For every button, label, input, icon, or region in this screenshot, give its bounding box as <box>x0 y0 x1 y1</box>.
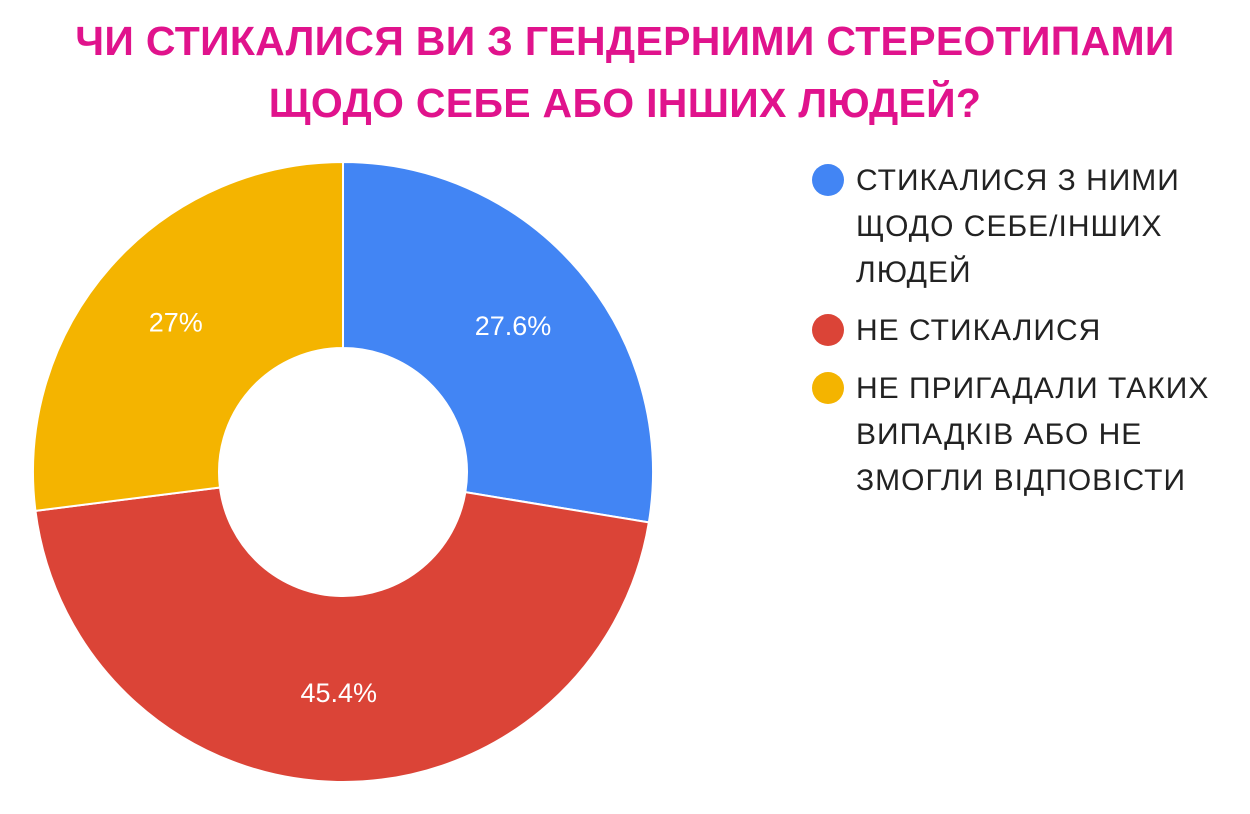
legend-swatch-blue <box>812 164 844 196</box>
legend-swatch-red <box>812 314 844 346</box>
legend-item-not-encountered[interactable]: НЕ СТИКАЛИСЯ <box>812 308 1244 354</box>
chart-title: ЧИ СТИКАЛИСЯ ВИ З ГЕНДЕРНИМИ СТЕРЕОТИПАМ… <box>0 10 1250 134</box>
legend-label: НЕ СТИКАЛИСЯ <box>856 308 1244 354</box>
legend-label-line: НЕ ПРИГАДАЛИ ТАКИХ <box>856 372 1210 405</box>
legend-label-line: ЩОДО СЕБЕ/ІНШИХ <box>856 210 1163 243</box>
legend-label-line: ЛЮДЕЙ <box>856 256 972 289</box>
chart-title-line-2: ЩОДО СЕБЕ АБО ІНШИХ ЛЮДЕЙ? <box>268 80 982 126</box>
slice-not-encountered[interactable] <box>34 486 651 783</box>
slice-label-could-not-answer: 27% <box>149 308 203 338</box>
donut-chart: 27.6% 45.4% 27% <box>32 160 654 783</box>
legend-label-line: НЕ СТИКАЛИСЯ <box>856 314 1102 347</box>
chart-legend: СТИКАЛИСЯ З НИМИ ЩОДО СЕБЕ/ІНШИХ ЛЮДЕЙ Н… <box>812 158 1244 516</box>
slice-could-not-answer[interactable] <box>32 160 344 512</box>
chart-title-line-1: ЧИ СТИКАЛИСЯ ВИ З ГЕНДЕРНИМИ СТЕРЕОТИПАМ… <box>75 18 1175 64</box>
slice-label-not-encountered: 45.4% <box>301 678 378 708</box>
legend-label-line: ЗМОГЛИ ВІДПОВІСТИ <box>856 464 1187 497</box>
legend-item-could-not-answer[interactable]: НЕ ПРИГАДАЛИ ТАКИХ ВИПАДКІВ АБО НЕ ЗМОГЛ… <box>812 366 1244 504</box>
legend-item-encountered[interactable]: СТИКАЛИСЯ З НИМИ ЩОДО СЕБЕ/ІНШИХ ЛЮДЕЙ <box>812 158 1244 296</box>
legend-swatch-yellow <box>812 372 844 404</box>
legend-label-line: СТИКАЛИСЯ З НИМИ <box>856 164 1180 197</box>
slice-label-encountered: 27.6% <box>475 311 552 341</box>
legend-label-line: ВИПАДКІВ АБО НЕ <box>856 418 1143 451</box>
legend-label: СТИКАЛИСЯ З НИМИ ЩОДО СЕБЕ/ІНШИХ ЛЮДЕЙ <box>856 158 1244 296</box>
legend-label: НЕ ПРИГАДАЛИ ТАКИХ ВИПАДКІВ АБО НЕ ЗМОГЛ… <box>856 366 1244 504</box>
slice-encountered[interactable] <box>342 160 654 524</box>
